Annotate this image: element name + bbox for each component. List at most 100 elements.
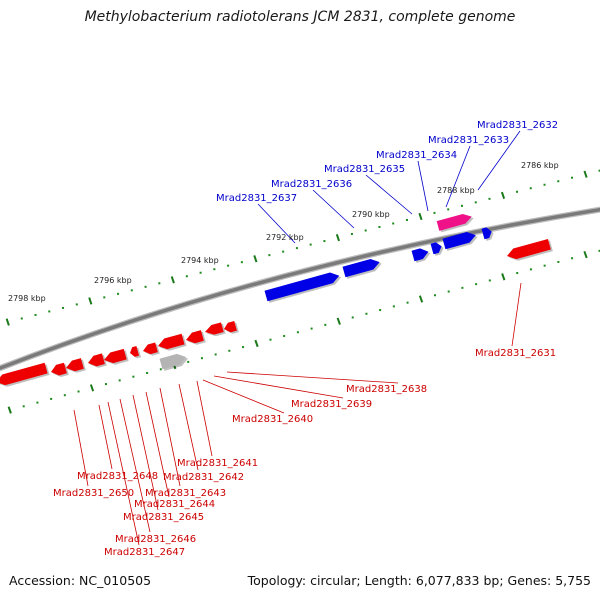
upper-scale-minor-tick [295,247,298,250]
reverse-callout-line [226,371,399,384]
reverse-callout-line [213,375,344,399]
upper-scale-minor-tick [240,261,243,264]
forward-gene-arrow-body [264,272,340,302]
upper-scale-minor-tick [529,187,532,190]
reverse-callout-line [511,282,522,347]
upper-scale-minor-tick [350,233,353,236]
upper-scale-minor-tick [516,190,519,193]
upper-scale-minor-tick [103,296,106,299]
upper-scale-major-tick [583,170,588,178]
scale-label: 2786 kbp [521,161,559,170]
lower-scale-minor-tick [36,401,39,404]
reverse-callout-line [98,404,113,470]
lower-scale-minor-tick [461,286,464,289]
pseudo-gene-arrow-body [159,353,187,370]
forward-gene-arrow [481,227,494,241]
reverse-gene-arrow [104,348,129,365]
upper-scale-major-tick [88,297,93,305]
forward-gene-label: Mrad2831_2634 [376,150,457,161]
lower-scale-minor-tick [214,353,217,356]
upper-scale-minor-tick [199,271,202,274]
rna-gene-arrow-body [436,213,472,231]
forward-gene-label: Mrad2831_2635 [324,164,405,175]
upper-scale-major-tick [500,191,506,200]
lower-scale-minor-tick [242,346,245,349]
lower-scale-major-tick [501,273,506,281]
reverse-gene-arrow [0,362,50,387]
lower-scale-minor-tick [365,312,368,315]
reverse-callout-line [159,387,181,487]
upper-scale-minor-tick [75,303,78,306]
reverse-gene-label: Mrad2831_2642 [163,472,244,483]
gene-callout-lines [73,130,522,546]
lower-scale-minor-tick [488,279,491,282]
pseudo-gene-arrow [159,353,189,371]
lower-scale-major-tick [7,406,12,414]
reverse-gene-arrow-body [143,342,158,355]
reverse-gene-label: Mrad2831_2647 [104,547,185,558]
upper-scale-minor-tick [62,306,65,309]
reverse-gene-arrow-body [104,348,127,364]
lower-scale-major-tick [336,317,341,325]
lower-scale-minor-tick [22,405,25,408]
reverse-gene-label: Mrad2831_2650 [53,488,134,499]
upper-scale-minor-tick [268,254,271,257]
upper-scale-minor-tick [185,275,188,278]
forward-gene-arrow-body [442,232,476,250]
upper-scale-minor-tick [227,264,230,267]
upper-scale-minor-tick [48,310,51,313]
forward-gene-label: Mrad2831_2636 [271,179,352,190]
upper-scale-minor-tick [405,218,408,221]
upper-scale-minor-tick [34,313,37,316]
forward-gene-label: Mrad2831_2637 [216,193,297,204]
lower-scale-minor-tick [351,316,354,319]
forward-gene-arrow [411,248,431,263]
genome-backbone [0,206,600,372]
scale-label: 2796 kbp [94,276,132,285]
forward-gene-arrow [442,232,478,251]
upper-scale-minor-tick [543,183,546,186]
lower-scale-minor-tick [447,290,450,293]
upper-scale-minor-tick [571,176,574,179]
gene-features [0,213,553,387]
lower-scale-major-tick [89,384,95,392]
reverse-gene-arrow-body [205,322,224,335]
lower-scale-minor-tick [379,309,382,312]
upper-scale-minor-tick [474,201,477,204]
lower-scale-major-tick [418,295,424,303]
upper-scale-minor-tick [158,282,161,285]
forward-gene-arrow [430,242,444,256]
forward-gene-arrow-body [342,258,380,278]
lower-scale-minor-tick [104,383,107,386]
upper-scale-major-tick [170,276,175,284]
reverse-gene-arrow [158,333,187,351]
lower-scale-minor-tick [598,249,600,252]
upper-scale-minor-tick [20,317,23,320]
reverse-callout-line [107,401,140,546]
scale-label: 2798 kbp [8,294,46,303]
reverse-callout-line [132,394,159,511]
forward-callout-line [445,145,471,208]
reverse-gene-label: Mrad2831_2631 [475,348,556,359]
scale-ticks [5,169,600,414]
lower-scale-major-tick [254,339,259,348]
upper-scale-minor-tick [598,169,600,172]
scale-label: 2790 kbp [352,210,390,219]
forward-gene-arrow [342,258,382,279]
reverse-callout-line [119,398,151,533]
upper-scale-major-tick [253,255,258,263]
forward-callout-line [417,160,429,212]
forward-callout-line [365,174,413,215]
reverse-gene-label: Mrad2831_2641 [177,458,258,469]
reverse-gene-arrow-body [224,320,237,333]
upper-scale-major-tick [418,212,423,221]
upper-scale-major-tick [5,318,10,326]
upper-scale-minor-tick [309,243,312,246]
upper-scale-minor-tick [392,222,395,225]
rna-gene-arrow [436,213,474,233]
lower-scale-minor-tick [529,268,532,271]
lower-scale-minor-tick [200,357,203,360]
backbone-line [0,207,600,371]
reverse-gene-arrow [143,342,160,356]
